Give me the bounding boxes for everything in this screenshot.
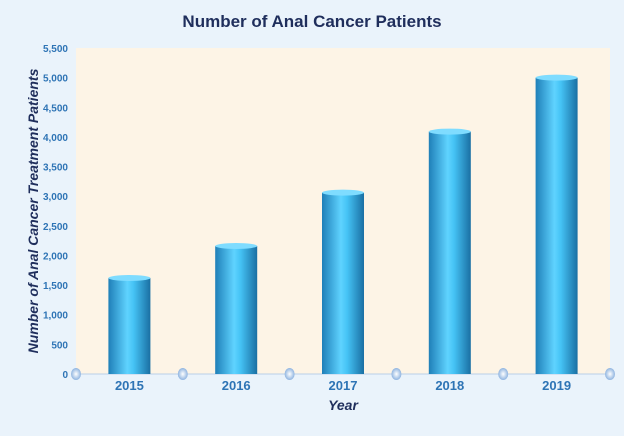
bar-2016 (215, 242, 258, 374)
bar-2019 (535, 74, 578, 375)
x-tick-label: 2018 (435, 378, 464, 393)
y-tick-label: 4,000 (43, 133, 68, 144)
y-tick-label: 3,500 (43, 163, 68, 174)
bar-cap (215, 242, 258, 249)
x-axis-marker (498, 368, 509, 380)
bar (108, 277, 151, 374)
bar-2018 (428, 128, 471, 374)
x-tick-label: 2015 (115, 378, 144, 393)
bar-2017 (322, 189, 364, 374)
y-tick-label: 2,500 (43, 222, 68, 233)
y-tick-label: 500 (51, 340, 68, 351)
bar (535, 77, 578, 375)
x-axis (71, 368, 615, 380)
bar-cap (428, 128, 471, 135)
bar (215, 245, 258, 374)
y-tick-label: 4,500 (43, 103, 68, 114)
y-tick-label: 1,500 (43, 281, 68, 292)
x-axis-marker (71, 368, 81, 380)
bar-cap (322, 189, 364, 196)
x-axis-label: Year (328, 397, 359, 413)
bars (108, 74, 578, 375)
y-tick-label: 5,000 (43, 74, 68, 85)
x-tick-label: 2016 (222, 378, 251, 393)
bar (322, 192, 364, 374)
y-tick-label: 1,000 (43, 311, 68, 322)
x-tick-labels: 2015 2016 2017 2018 2019 (115, 378, 571, 393)
chart-title: Number of Anal Cancer Patients (182, 12, 441, 31)
y-tick-label: 0 (62, 370, 68, 381)
y-axis-label: Number of Anal Cancer Treatment Patients (25, 68, 41, 353)
x-axis-marker (605, 368, 615, 380)
bar-2015 (108, 274, 151, 374)
bar-cap (108, 274, 151, 281)
x-axis-marker (391, 368, 402, 380)
x-axis-marker (177, 368, 188, 380)
bar-cap (535, 74, 578, 81)
bar (428, 131, 471, 374)
y-tick-labels: 0 500 1,000 1,500 2,000 2,500 3,000 3,500 4,000 4… (43, 44, 68, 381)
x-axis-marker (284, 368, 295, 380)
y-tick-label: 5,500 (43, 44, 68, 55)
x-tick-label: 2019 (542, 378, 571, 393)
y-tick-label: 2,000 (43, 251, 68, 262)
y-tick-label: 3,000 (43, 192, 68, 203)
x-tick-label: 2017 (329, 378, 358, 393)
